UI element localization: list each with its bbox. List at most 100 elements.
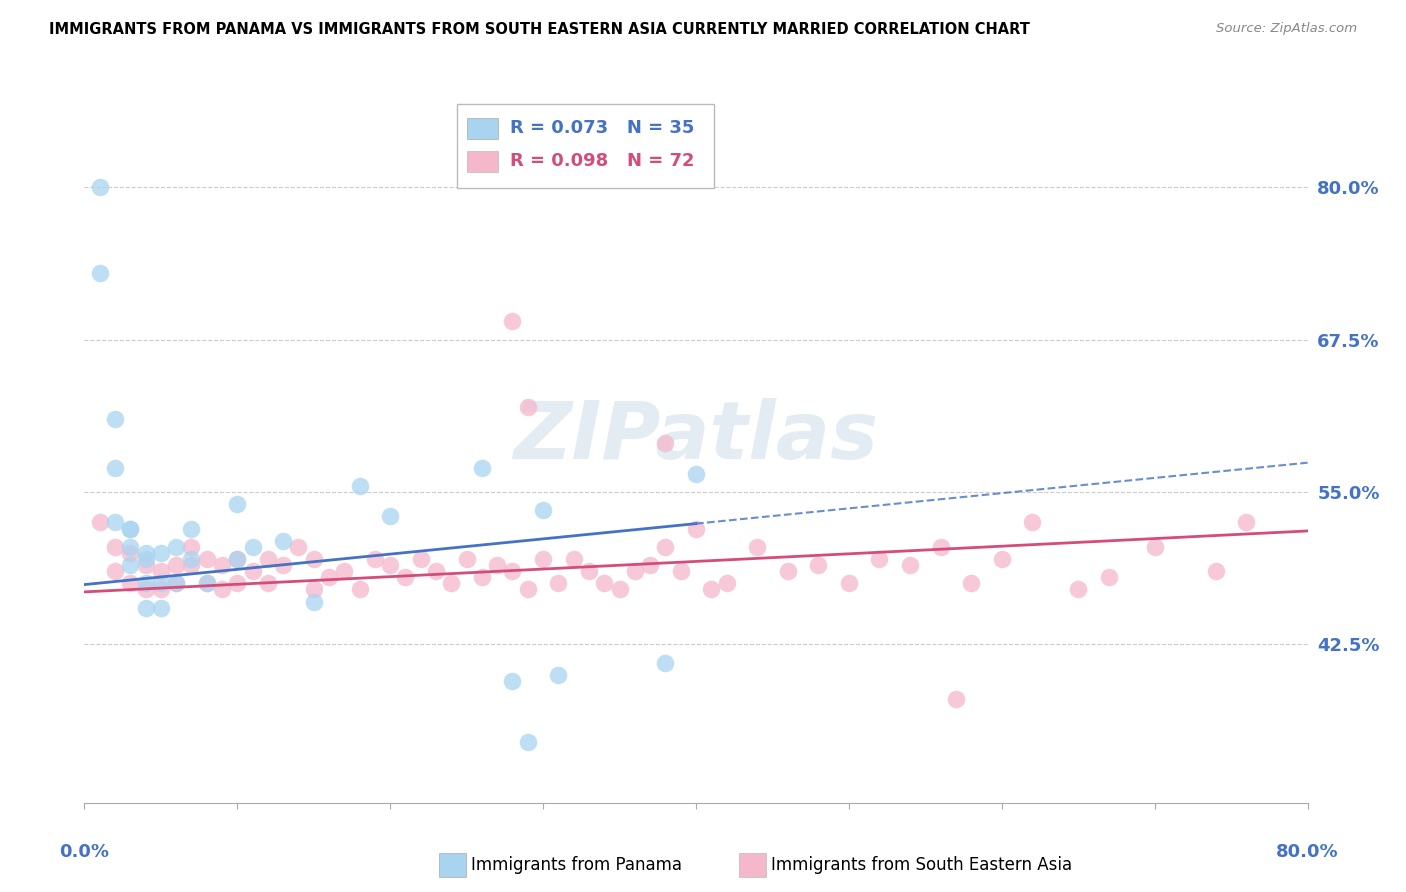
Point [271,533,294,548]
Point [135,600,157,615]
Point [104,516,127,530]
Text: IMMIGRANTS FROM PANAMA VS IMMIGRANTS FROM SOUTH EASTERN ASIA CURRENTLY MARRIED C: IMMIGRANTS FROM PANAMA VS IMMIGRANTS FRO… [49,22,1031,37]
Point [318,570,340,584]
Text: Source: ZipAtlas.com: Source: ZipAtlas.com [1216,22,1357,36]
Point [226,552,249,566]
Point [440,576,463,591]
Point [242,564,264,578]
Point [180,552,202,566]
Point [226,497,249,511]
Point [502,564,524,578]
Point [104,412,127,426]
Point [302,552,325,566]
Point [531,503,554,517]
Point [257,552,280,566]
Point [1236,516,1258,530]
Point [149,564,172,578]
Point [302,594,325,608]
Text: Immigrants from Panama: Immigrants from Panama [471,856,682,874]
Point [409,552,432,566]
Point [516,582,538,597]
Point [471,460,494,475]
Point [211,558,233,573]
Text: ZIPatlas: ZIPatlas [513,398,879,476]
Point [165,540,187,554]
Point [89,180,111,194]
Point [578,564,600,578]
Text: R = 0.073   N = 35: R = 0.073 N = 35 [510,120,695,137]
Bar [467,118,498,138]
Point [425,564,447,578]
Point [180,540,202,554]
Point [654,540,676,554]
Point [516,735,538,749]
Point [1205,564,1227,578]
Point [960,576,983,591]
Point [609,582,631,597]
Point [120,521,142,535]
Point [486,558,509,573]
Text: 0.0%: 0.0% [59,843,110,861]
Point [120,521,142,535]
Point [89,266,111,280]
Bar [439,854,465,877]
Point [547,576,569,591]
Point [120,546,142,560]
Point [349,479,371,493]
Point [531,552,554,566]
Point [669,564,692,578]
Point [547,667,569,681]
Point [380,558,402,573]
Point [149,582,172,597]
Point [456,552,478,566]
Point [149,600,172,615]
Text: Immigrants from South Eastern Asia: Immigrants from South Eastern Asia [770,856,1071,874]
Point [104,540,127,554]
Point [165,576,187,591]
Point [226,552,249,566]
Point [271,558,294,573]
Point [1021,516,1043,530]
Point [898,558,921,573]
Point [349,582,371,597]
Point [394,570,416,584]
Point [165,558,187,573]
Point [287,540,309,554]
Point [1098,570,1121,584]
Point [104,460,127,475]
Point [638,558,661,573]
Point [502,673,524,688]
Point [838,576,860,591]
Point [195,576,218,591]
Point [776,564,799,578]
Point [364,552,387,566]
Bar [467,151,498,171]
FancyBboxPatch shape [457,104,714,188]
Point [380,509,402,524]
Point [257,576,280,591]
Point [716,576,738,591]
Point [135,546,157,560]
Point [562,552,585,566]
Point [120,576,142,591]
Point [516,400,538,414]
Point [807,558,830,573]
Point [593,576,616,591]
Text: 80.0%: 80.0% [1277,843,1339,861]
Point [180,521,202,535]
Point [89,516,111,530]
Point [685,467,707,481]
Point [1067,582,1090,597]
Point [135,576,157,591]
Point [624,564,647,578]
Point [869,552,891,566]
Point [149,576,172,591]
Point [242,540,264,554]
Point [195,576,218,591]
Point [945,692,967,706]
Point [929,540,952,554]
Point [226,576,249,591]
Point [654,656,676,670]
Point [165,576,187,591]
Point [135,552,157,566]
